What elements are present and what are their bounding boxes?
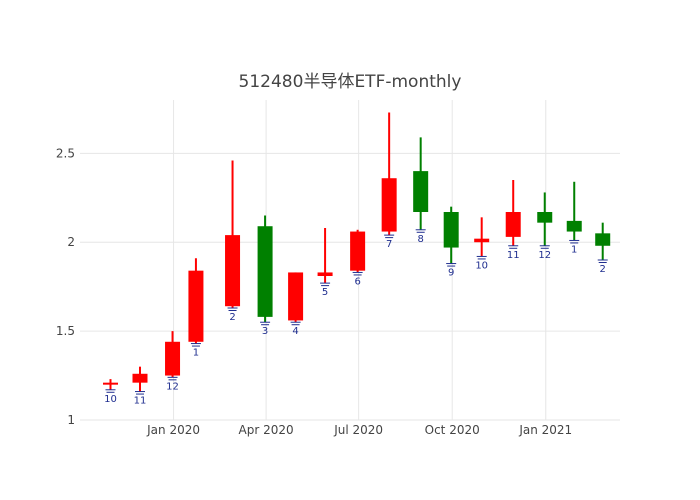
month-annotation: 8: [415, 229, 426, 245]
month-label: 8: [417, 234, 423, 245]
month-annotation: 5: [320, 282, 331, 298]
candle-body: [132, 373, 148, 383]
month-annotation: 12: [538, 245, 551, 261]
month-annotation: 11: [134, 391, 147, 407]
candle: [257, 215, 273, 323]
candle-body: [350, 231, 366, 271]
candle: [505, 180, 521, 246]
x-axis-labels: Jan 2020 Apr 2020 Jul 2020 Oct 2020 Jan 2021: [146, 423, 572, 437]
month-label: 5: [322, 287, 328, 298]
x-tick-label: Jul 2020: [333, 423, 383, 437]
month-label: 11: [134, 396, 147, 407]
month-label: 1: [571, 244, 577, 255]
candle-body: [165, 341, 181, 376]
candle: [413, 137, 429, 230]
month-label: 2: [600, 264, 606, 275]
month-annotation: 3: [260, 321, 271, 337]
month-annotation: 10: [104, 389, 117, 405]
month-label: 2: [229, 312, 235, 323]
month-annotation: 2: [227, 307, 238, 323]
month-annotation: 1: [569, 239, 580, 255]
candle: [288, 272, 304, 323]
month-annotation: 7: [384, 234, 395, 250]
month-label: 12: [166, 381, 179, 392]
candle: [350, 229, 366, 273]
month-annotation: 4: [290, 321, 301, 337]
candle: [165, 331, 181, 378]
y-tick-label: 1: [67, 413, 75, 427]
y-gridlines: [80, 152, 620, 421]
candle-body: [413, 171, 429, 212]
candle: [225, 160, 241, 308]
candle-body: [288, 272, 304, 321]
y-axis-labels: 1 1.5 2 2.5: [56, 146, 75, 427]
month-annotation: 9: [446, 263, 457, 279]
month-label: 3: [262, 326, 268, 337]
y-tick-label: 2: [67, 235, 75, 249]
candle-body: [257, 226, 273, 317]
candle: [188, 258, 204, 344]
candle-body: [103, 382, 119, 385]
month-label: 9: [448, 268, 454, 279]
candle-body: [225, 235, 241, 307]
month-label: 11: [507, 250, 520, 261]
month-label: 1: [193, 348, 199, 359]
candle-body: [188, 270, 204, 342]
candle-body: [317, 272, 333, 276]
candle: [537, 192, 553, 246]
candle-body: [443, 212, 459, 248]
month-annotation: 6: [352, 271, 363, 287]
candle-body: [595, 233, 611, 246]
candle: [381, 112, 397, 236]
candle: [595, 222, 611, 260]
y-tick-label: 1.5: [56, 324, 75, 338]
month-annotation: 1: [190, 343, 201, 359]
month-label: 7: [386, 239, 392, 250]
candle-body: [537, 212, 553, 223]
y-tick-label: 2.5: [56, 146, 75, 160]
month-label: 12: [538, 250, 551, 261]
candle: [443, 206, 459, 264]
candle-body: [566, 220, 582, 232]
candle: [566, 181, 582, 241]
x-tick-label: Jan 2021: [518, 423, 572, 437]
candle: [317, 228, 333, 284]
candle: [103, 379, 119, 390]
month-label: 6: [354, 276, 360, 287]
chart-title: 512480半导体ETF-monthly: [239, 72, 462, 92]
month-annotation: 12: [166, 376, 179, 392]
candles-layer: [103, 112, 611, 392]
month-annotation: 10: [475, 255, 488, 271]
month-annotation: 2: [597, 259, 608, 275]
x-tick-label: Apr 2020: [239, 423, 294, 437]
month-label: 10: [475, 260, 488, 271]
candle: [474, 217, 490, 257]
x-tick-label: Oct 2020: [425, 423, 480, 437]
month-label: 4: [292, 326, 298, 337]
candle-body: [505, 212, 521, 237]
month-annotation: 11: [507, 245, 520, 261]
candle: [132, 366, 148, 392]
candle-body: [474, 238, 490, 243]
candle-body: [381, 178, 397, 232]
x-tick-label: Jan 2020: [146, 423, 200, 437]
month-label: 10: [104, 394, 117, 405]
